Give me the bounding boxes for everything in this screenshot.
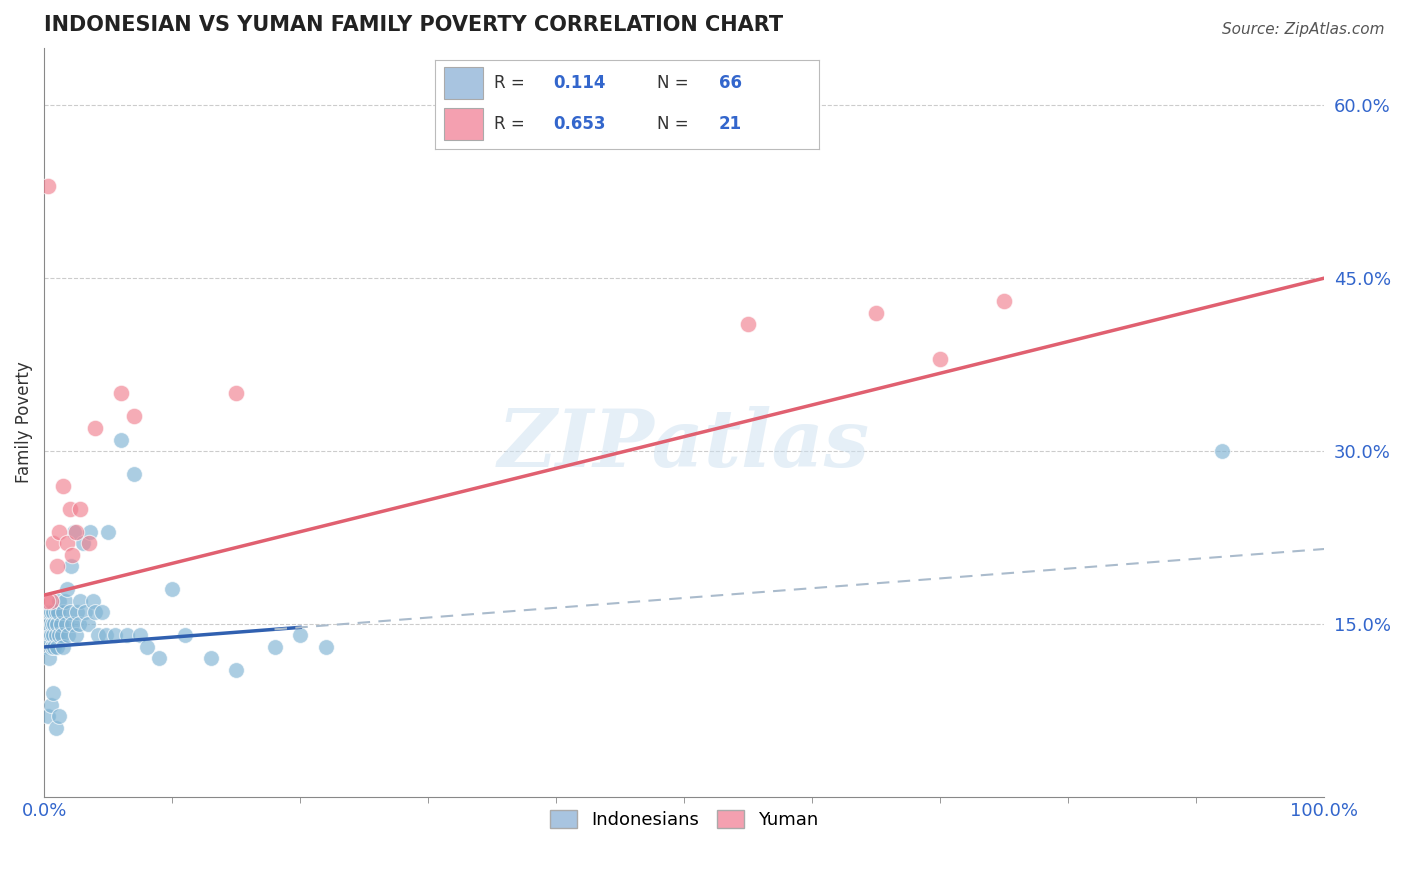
Point	[42, 686, 65, 700]
Point	[737, 318, 759, 332]
Point	[263, 640, 285, 654]
Point	[225, 386, 247, 401]
Point	[41, 640, 63, 654]
Point	[48, 594, 70, 608]
Point	[929, 351, 952, 366]
Point	[37, 178, 59, 193]
Point	[65, 524, 87, 539]
Point	[45, 559, 67, 574]
Point	[45, 721, 67, 735]
Point	[58, 628, 80, 642]
Point	[39, 698, 62, 712]
Point	[59, 606, 82, 620]
Point	[45, 628, 67, 642]
Point	[122, 409, 145, 424]
Point	[62, 524, 84, 539]
Point	[45, 606, 67, 620]
Point	[39, 594, 62, 608]
Point	[69, 594, 91, 608]
Text: Source: ZipAtlas.com: Source: ZipAtlas.com	[1222, 22, 1385, 37]
Point	[56, 536, 79, 550]
Text: INDONESIAN VS YUMAN FAMILY POVERTY CORRELATION CHART: INDONESIAN VS YUMAN FAMILY POVERTY CORRE…	[44, 15, 783, 35]
Point	[75, 606, 97, 620]
Point	[42, 606, 65, 620]
Point	[72, 536, 94, 550]
Point	[45, 616, 67, 631]
Point	[51, 628, 73, 642]
Point	[53, 594, 76, 608]
Point	[87, 628, 110, 642]
Legend: Indonesians, Yuman: Indonesians, Yuman	[543, 803, 825, 837]
Point	[82, 594, 104, 608]
Point	[84, 421, 107, 435]
Y-axis label: Family Poverty: Family Poverty	[15, 361, 32, 483]
Point	[37, 606, 59, 620]
Point	[48, 524, 70, 539]
Point	[148, 651, 170, 665]
Point	[60, 548, 83, 562]
Point	[110, 386, 132, 401]
Point	[110, 433, 132, 447]
Point	[59, 501, 82, 516]
Point	[103, 628, 125, 642]
Point	[49, 616, 72, 631]
Point	[129, 628, 152, 642]
Point	[35, 594, 58, 608]
Point	[52, 606, 75, 620]
Point	[79, 524, 101, 539]
Point	[94, 628, 117, 642]
Point	[45, 640, 67, 654]
Point	[37, 640, 59, 654]
Point	[1211, 444, 1233, 458]
Point	[38, 651, 60, 665]
Point	[77, 536, 100, 550]
Point	[76, 616, 98, 631]
Point	[288, 628, 311, 642]
Point	[56, 582, 79, 597]
Point	[42, 628, 65, 642]
Point	[55, 616, 77, 631]
Point	[160, 582, 183, 597]
Point	[66, 606, 89, 620]
Point	[38, 616, 60, 631]
Point	[135, 640, 157, 654]
Point	[315, 640, 337, 654]
Point	[60, 616, 83, 631]
Point	[39, 628, 62, 642]
Point	[35, 628, 58, 642]
Point	[117, 628, 139, 642]
Point	[65, 628, 87, 642]
Point	[52, 478, 75, 492]
Point	[90, 606, 112, 620]
Point	[46, 606, 69, 620]
Point	[225, 663, 247, 677]
Point	[200, 651, 222, 665]
Point	[48, 709, 70, 723]
Point	[44, 640, 66, 654]
Point	[174, 628, 197, 642]
Point	[44, 616, 66, 631]
Point	[37, 709, 59, 723]
Point	[59, 559, 82, 574]
Point	[41, 616, 63, 631]
Point	[52, 640, 75, 654]
Text: ZIPatlas: ZIPatlas	[498, 406, 870, 483]
Point	[42, 536, 65, 550]
Point	[97, 524, 120, 539]
Point	[69, 501, 91, 516]
Point	[122, 467, 145, 481]
Point	[67, 616, 90, 631]
Point	[993, 294, 1015, 309]
Point	[39, 606, 62, 620]
Point	[48, 628, 70, 642]
Point	[84, 606, 107, 620]
Point	[865, 306, 887, 320]
